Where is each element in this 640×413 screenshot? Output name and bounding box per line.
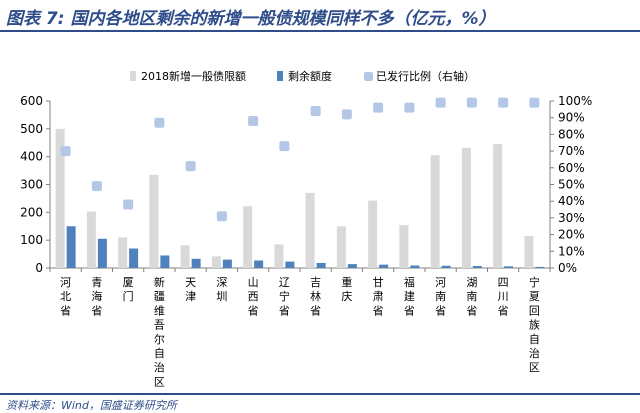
bar-limit: [399, 225, 409, 268]
legend-swatch: [130, 71, 136, 81]
right-tick-label: 20%: [558, 228, 585, 242]
bar-limit: [461, 147, 471, 268]
bar-remaining: [66, 226, 76, 268]
right-tick-label: 0%: [558, 261, 577, 275]
bar-limit: [368, 200, 378, 268]
bar-remaining: [504, 266, 514, 268]
left-tick-label: 400: [20, 150, 43, 164]
point-issued-ratio: [435, 97, 446, 108]
x-tick-label: 吉林省: [310, 276, 321, 317]
point-issued-ratio: [248, 116, 259, 127]
point-issued-ratio: [91, 181, 102, 192]
bar-limit: [524, 235, 534, 268]
bar-remaining: [285, 261, 295, 268]
legend-swatch: [364, 72, 373, 81]
point-issued-ratio: [60, 146, 71, 157]
left-tick-label: 200: [20, 205, 43, 219]
x-tick-label: 重庆: [341, 275, 352, 303]
bar-limit: [149, 174, 159, 268]
title-rule: [0, 30, 640, 32]
x-tick-label: 深圳: [216, 276, 227, 303]
bar-remaining: [347, 264, 357, 268]
bar-remaining: [97, 238, 107, 268]
bar-remaining: [410, 265, 420, 268]
point-issued-ratio: [216, 211, 227, 222]
source-note: 资料来源：Wind，国盛证券研究所: [6, 399, 177, 412]
point-issued-ratio: [279, 141, 290, 152]
right-tick-label: 80%: [558, 127, 585, 141]
footer-rule: [0, 393, 640, 395]
bar-limit: [180, 245, 190, 268]
x-tick-label: 宁夏回族自治区: [529, 275, 540, 374]
x-tick-label: 河北省: [60, 276, 71, 317]
point-issued-ratio: [185, 161, 196, 172]
chart-title: 图表 7: 国内各地区剩余的新增一般债规模同样不多（亿元，%）: [6, 9, 496, 29]
point-issued-ratio: [404, 102, 415, 113]
point-issued-ratio: [373, 102, 384, 113]
bar-limit: [274, 244, 284, 268]
bar-limit: [336, 226, 346, 268]
point-issued-ratio: [498, 97, 509, 108]
point-issued-ratio: [310, 106, 321, 117]
point-issued-ratio: [529, 97, 540, 108]
legend-swatch: [277, 71, 283, 81]
bar-limit: [493, 144, 503, 268]
bar-remaining: [222, 259, 232, 268]
x-tick-label: 福建省: [404, 275, 415, 317]
point-issued-ratio: [123, 199, 134, 210]
x-tick-label: 河南省: [435, 276, 446, 317]
legend-label: 2018新增一般债限额: [141, 69, 246, 83]
bar-limit: [55, 128, 65, 268]
x-tick-label: 湖南省: [466, 276, 477, 317]
x-tick-label: 甘肃省: [373, 276, 384, 317]
bar-remaining: [160, 255, 170, 268]
point-issued-ratio: [154, 117, 165, 128]
point-issued-ratio: [466, 97, 477, 108]
point-issued-ratio: [341, 109, 352, 120]
bar-limit: [243, 206, 253, 268]
right-tick-label: 60%: [558, 161, 585, 175]
x-tick-label: 天津: [185, 276, 196, 303]
bar-remaining: [191, 258, 201, 268]
x-tick-label: 四川省: [498, 276, 509, 317]
right-tick-label: 50%: [558, 178, 585, 192]
bar-remaining: [472, 266, 482, 268]
bar-remaining: [441, 265, 451, 268]
bar-limit: [86, 211, 96, 268]
right-tick-label: 10%: [558, 244, 585, 258]
x-tick-label: 新疆维吾尔自治区: [154, 275, 165, 388]
right-tick-label: 40%: [558, 194, 585, 208]
right-tick-label: 90%: [558, 111, 585, 125]
right-tick-label: 100%: [558, 94, 592, 108]
left-tick-label: 0: [35, 261, 43, 275]
right-tick-label: 70%: [558, 144, 585, 158]
legend-label: 已发行比例（右轴）: [376, 69, 475, 83]
bar-limit: [211, 256, 221, 268]
x-tick-label: 辽宁省: [279, 276, 290, 317]
x-tick-label: 青海省: [91, 276, 102, 317]
legend-label: 剩余额度: [288, 69, 332, 83]
left-tick-label: 500: [20, 122, 43, 136]
left-tick-label: 300: [20, 178, 43, 192]
bar-limit: [305, 192, 315, 268]
bar-limit: [430, 155, 440, 268]
bar-remaining: [535, 266, 545, 268]
left-tick-label: 600: [20, 94, 43, 108]
bar-limit: [118, 237, 128, 268]
bar-remaining: [379, 264, 389, 268]
right-tick-label: 30%: [558, 211, 585, 225]
bar-remaining: [316, 262, 326, 268]
x-tick-label: 山西省: [248, 276, 259, 317]
left-tick-label: 100: [20, 233, 43, 247]
x-tick-label: 厦门: [123, 276, 134, 303]
bar-remaining: [254, 260, 264, 268]
bar-remaining: [129, 248, 139, 268]
